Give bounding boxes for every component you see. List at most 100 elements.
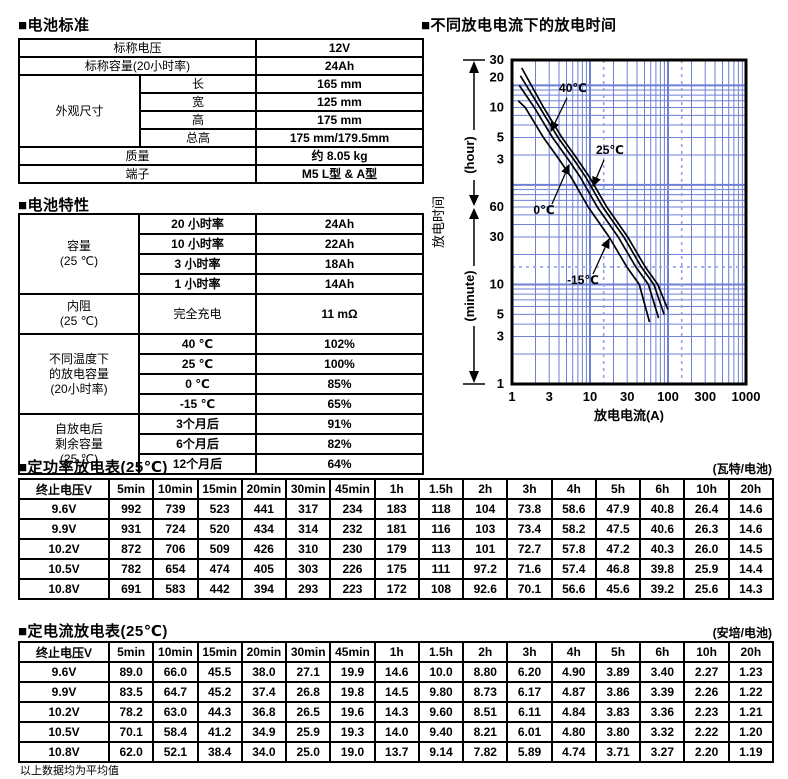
cell-value: 14.6 <box>373 661 420 683</box>
cell-value: 8.80 <box>462 661 509 683</box>
cell-value: 223 <box>329 578 376 600</box>
voltage-value: 12V <box>255 38 425 58</box>
col-header-duration: 2h <box>462 478 509 500</box>
cell-value: 26.4 <box>683 498 730 520</box>
cell-value: 183 <box>373 498 420 520</box>
x-tick-label: 1 <box>508 389 515 404</box>
cell-value: 3.89 <box>594 661 642 683</box>
temp-label: 0 ℃ <box>138 373 257 395</box>
height-value: 175 mm <box>255 110 425 130</box>
cell-value: 44.3 <box>196 701 243 723</box>
power-table-title: ■定功率放电表(25℃) <box>18 459 168 476</box>
cell-value: 70.1 <box>107 721 155 743</box>
months-label: 12个月后 <box>138 453 257 475</box>
temp-label: 40 ℃ <box>138 333 257 355</box>
cell-value: 9.14 <box>417 741 465 763</box>
y-axis-unit-minute: (minute) <box>462 270 477 321</box>
cell-value: 175 <box>373 558 420 580</box>
cell-value: 3.83 <box>594 701 642 723</box>
x-tick-label: 30 <box>620 389 634 404</box>
curve--15℃ <box>517 100 651 323</box>
cell-value: 172 <box>373 578 420 600</box>
cell-value: 14.3 <box>727 578 774 600</box>
cell-value: 38.0 <box>240 661 288 683</box>
cell-value: 14.6 <box>727 518 774 540</box>
cell-value: 724 <box>152 518 199 540</box>
chart-grid <box>511 60 747 385</box>
annotation-arrow <box>550 97 568 133</box>
y-tick-hour: 30 <box>490 52 504 67</box>
cell-value: 872 <box>107 538 155 560</box>
cell-value: 101 <box>462 538 509 560</box>
cell-value: 520 <box>196 518 243 540</box>
cell-value: 27.1 <box>285 661 332 683</box>
mass-value: 约 8.05 kg <box>255 146 425 166</box>
terminal-value: M5 L型 & A型 <box>255 164 425 184</box>
constant-power-discharge-table: 终止电压V 5min 10min 15min 20min 30min 45min 1h 1.5h… <box>18 478 774 600</box>
col-header-duration: 3h <box>506 478 553 500</box>
power-table-unit: (瓦特/电池) <box>712 462 772 476</box>
data-row: 9.9V 83.5 64.7 45.2 37.4 26.8 19.8 14.5 9.80 8.73… <box>18 681 774 703</box>
cell-value: 1.23 <box>727 661 774 683</box>
temp-capacity-group-label: 不同温度下 的放电容量 (20小时率) <box>18 333 140 415</box>
annotation-label: -15℃ <box>567 273 599 287</box>
cell-value: 3.86 <box>594 681 642 703</box>
rate-label: 10 小时率 <box>138 233 257 255</box>
months-label: 6个月后 <box>138 433 257 455</box>
col-header-duration: 10min <box>152 641 199 663</box>
y-axis-title: 放电时间 <box>431 196 446 248</box>
cell-value: 14.4 <box>727 558 774 580</box>
cell-value: 104 <box>462 498 509 520</box>
cell-value: 19.6 <box>329 701 376 723</box>
cell-value: 394 <box>240 578 288 600</box>
cell-value: 992 <box>107 498 155 520</box>
col-header-duration: 10h <box>683 478 730 500</box>
cell-value: 9.80 <box>417 681 465 703</box>
cell-value: 26.3 <box>683 518 730 540</box>
col-header-duration: 4h <box>550 478 597 500</box>
y-tick-hour: 5 <box>497 129 504 144</box>
y-tick-hour: 10 <box>490 99 504 114</box>
row-header-voltage: 10.8V <box>18 741 110 763</box>
battery-standards-title: ■电池标准 <box>18 17 90 34</box>
col-header-duration: 20min <box>240 641 288 663</box>
discharge-chart-title: ■不同放电电流下的放电时间 <box>421 17 617 34</box>
cell-value: 58.6 <box>550 498 597 520</box>
y-axis-unit-hour: (hour) <box>462 136 477 174</box>
col-header-end-voltage: 终止电压V <box>18 641 110 663</box>
cell-value: 19.8 <box>329 681 376 703</box>
capacity-value: 24Ah <box>255 56 425 76</box>
cell-value: 64.7 <box>152 681 199 703</box>
cell-value: 442 <box>196 578 243 600</box>
temp-value: 85% <box>255 373 424 395</box>
cell-value: 4.90 <box>550 661 597 683</box>
rate-label: 1 小时率 <box>138 273 257 295</box>
col-header-duration: 45min <box>329 478 376 500</box>
cell-value: 78.2 <box>107 701 155 723</box>
battery-standards-table: 标称电压 12V 标称容量(20小时率) 24Ah 外观尺寸 长 165 mm … <box>17 38 425 184</box>
cell-value: 7.82 <box>462 741 509 763</box>
col-header-duration: 20h <box>727 478 774 500</box>
cell-value: 34.0 <box>240 741 288 763</box>
row-header-voltage: 10.8V <box>18 578 110 600</box>
cell-value: 654 <box>152 558 199 580</box>
row-header-voltage: 10.2V <box>18 701 110 723</box>
rate-value: 22Ah <box>255 233 424 255</box>
total-height-value: 175 mm/179.5mm <box>255 128 425 148</box>
col-header-duration: 1.5h <box>417 478 465 500</box>
col-header-end-voltage: 终止电压V <box>18 478 110 500</box>
cell-value: 39.2 <box>639 578 686 600</box>
height-label: 高 <box>138 110 258 130</box>
cell-value: 66.0 <box>152 661 199 683</box>
cell-value: 405 <box>240 558 288 580</box>
width-value: 125 mm <box>255 92 425 112</box>
cell-value: 434 <box>240 518 288 540</box>
cell-value: 509 <box>196 538 243 560</box>
cell-value: 232 <box>329 518 376 540</box>
months-value: 91% <box>255 413 424 435</box>
x-tick-label: 10 <box>583 389 597 404</box>
cell-value: 691 <box>107 578 155 600</box>
y-tick-minute: 5 <box>497 306 504 321</box>
months-label: 3个月后 <box>138 413 257 435</box>
cell-value: 314 <box>285 518 332 540</box>
